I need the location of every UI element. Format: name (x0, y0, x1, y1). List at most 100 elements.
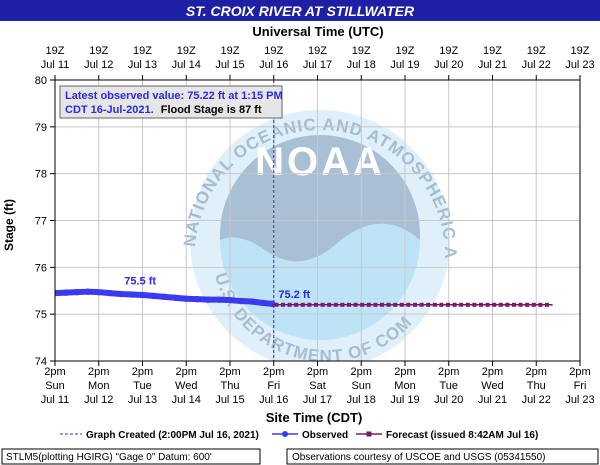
footer-left-box: STLM5(plotting HGIRG) "Gage 0" Datum: 60… (1, 448, 261, 465)
top-tick-date: Jul 20 (434, 59, 463, 71)
forecast-point (274, 302, 279, 307)
observed-point (128, 291, 135, 298)
y-tick-label: 79 (35, 122, 47, 134)
observed-point (84, 288, 92, 295)
bottom-tick-date: Jul 22 (522, 394, 551, 406)
forecast-point (386, 302, 391, 307)
observed-point (172, 294, 179, 301)
forecast-point (353, 302, 358, 307)
forecast-point (307, 302, 312, 307)
top-tick-time: 19Z (439, 45, 458, 57)
bottom-tick-time: 2pm (526, 366, 547, 378)
bottom-axis-ticks: 2pm Sun Jul 11 2pm Mon Jul 12 2pm Tue Jul 13 2pm W… (41, 361, 595, 406)
latest-value-line2: CDT 16-Jul-2021. Flood Stage is 87 ft (65, 104, 262, 116)
y-axis-title: Stage (ft) (2, 199, 16, 251)
y-tick-label: 74 (35, 356, 47, 368)
observed-point (259, 299, 267, 307)
legend-observed-marker (282, 431, 288, 437)
top-tick-date: Jul 13 (128, 59, 157, 71)
top-tick-date: Jul 18 (347, 59, 376, 71)
forecast-point (399, 302, 404, 307)
forecast-point (320, 302, 325, 307)
bottom-tick-date: Jul 21 (478, 394, 507, 406)
forecast-point (412, 302, 417, 307)
forecast-point (505, 302, 510, 307)
forecast-point (393, 302, 398, 307)
grid-lines (54, 79, 581, 362)
forecast-point (478, 302, 483, 307)
top-tick-date: Jul 21 (478, 59, 507, 71)
top-tick-date: Jul 11 (41, 59, 70, 71)
chart-title: ST. CROIX RIVER AT STILLWATER (186, 3, 415, 19)
top-tick-date: Jul 19 (390, 59, 419, 71)
bottom-tick-time: 2pm (263, 366, 284, 378)
bottom-tick-date: Jul 20 (434, 394, 463, 406)
observed-point (55, 289, 59, 297)
top-tick-time: 19Z (352, 45, 371, 57)
x-axis-title: Site Time (CDT) (266, 410, 363, 425)
bottom-tick-date: Jul 15 (215, 394, 244, 406)
top-tick-date: Jul 12 (84, 59, 113, 71)
y-tick-label: 75 (35, 309, 47, 321)
forecast-point (280, 302, 285, 307)
observed-point (204, 296, 212, 303)
bottom-tick-day: Tue (133, 380, 152, 392)
top-tick-time: 19Z (89, 45, 108, 57)
top-axis-title: Universal Time (UTC) (252, 24, 383, 39)
bottom-tick-date: Jul 14 (172, 394, 201, 406)
y-tick-label: 78 (35, 169, 47, 181)
bottom-tick-day: Wed (481, 380, 503, 392)
bottom-tick-time: 2pm (132, 366, 153, 378)
forecast-point (465, 302, 470, 307)
bottom-tick-date: Jul 17 (303, 394, 332, 406)
forecast-point (346, 302, 351, 307)
top-tick-date: Jul 22 (522, 59, 551, 71)
observed-point (215, 296, 223, 303)
legend-observed-label: Observed (302, 430, 348, 441)
forecast-point (492, 302, 497, 307)
observed-point (237, 297, 245, 305)
title-bar (0, 0, 600, 21)
bottom-tick-day: Wed (175, 380, 197, 392)
observed-point (95, 288, 102, 296)
bottom-tick-time: 2pm (219, 366, 240, 378)
bottom-tick-day: Fri (267, 380, 280, 392)
noaa-logo-text: NOAA (255, 140, 385, 184)
bottom-tick-date: Jul 13 (128, 394, 157, 406)
forecast-point (406, 302, 411, 307)
observed-point (150, 292, 157, 300)
flood-stage-text: Flood Stage is 87 ft (161, 104, 262, 116)
top-tick-date: Jul 17 (303, 59, 332, 71)
top-tick-date: Jul 23 (565, 59, 594, 71)
latest-value-line1: Latest observed value: 75.22 ft at 1:15 … (65, 90, 283, 102)
observed-point (226, 296, 234, 304)
forecast-point (544, 302, 549, 307)
forecast-point (445, 302, 450, 307)
bottom-tick-day: Tue (439, 380, 458, 392)
forecast-point (333, 302, 338, 307)
forecast-point (426, 302, 431, 307)
bottom-tick-date: Jul 16 (259, 394, 288, 406)
noaa-circle-upper (220, 135, 420, 262)
footer-right-text: Observations courtesy of USCOE and USGS … (292, 452, 545, 463)
forecast-point (366, 302, 371, 307)
forecast-point (327, 302, 332, 307)
forecast-point (485, 302, 490, 307)
top-tick-date: Jul 14 (172, 59, 201, 71)
observed-point (139, 291, 146, 299)
bottom-tick-date: Jul 18 (347, 394, 376, 406)
forecast-point (531, 302, 536, 307)
forecast-point (287, 302, 292, 307)
legend-created-label: Graph Created (2:00PM Jul 16, 2021) (86, 430, 259, 441)
forecast-point (439, 302, 444, 307)
series-layer (55, 80, 553, 361)
top-tick-time: 19Z (483, 45, 502, 57)
top-tick-time: 19Z (396, 45, 415, 57)
bottom-tick-day: Thu (527, 380, 546, 392)
bottom-tick-time: 2pm (569, 366, 590, 378)
bottom-tick-date: Jul 12 (84, 394, 113, 406)
top-tick-time: 19Z (221, 45, 240, 57)
forecast-point (373, 302, 378, 307)
